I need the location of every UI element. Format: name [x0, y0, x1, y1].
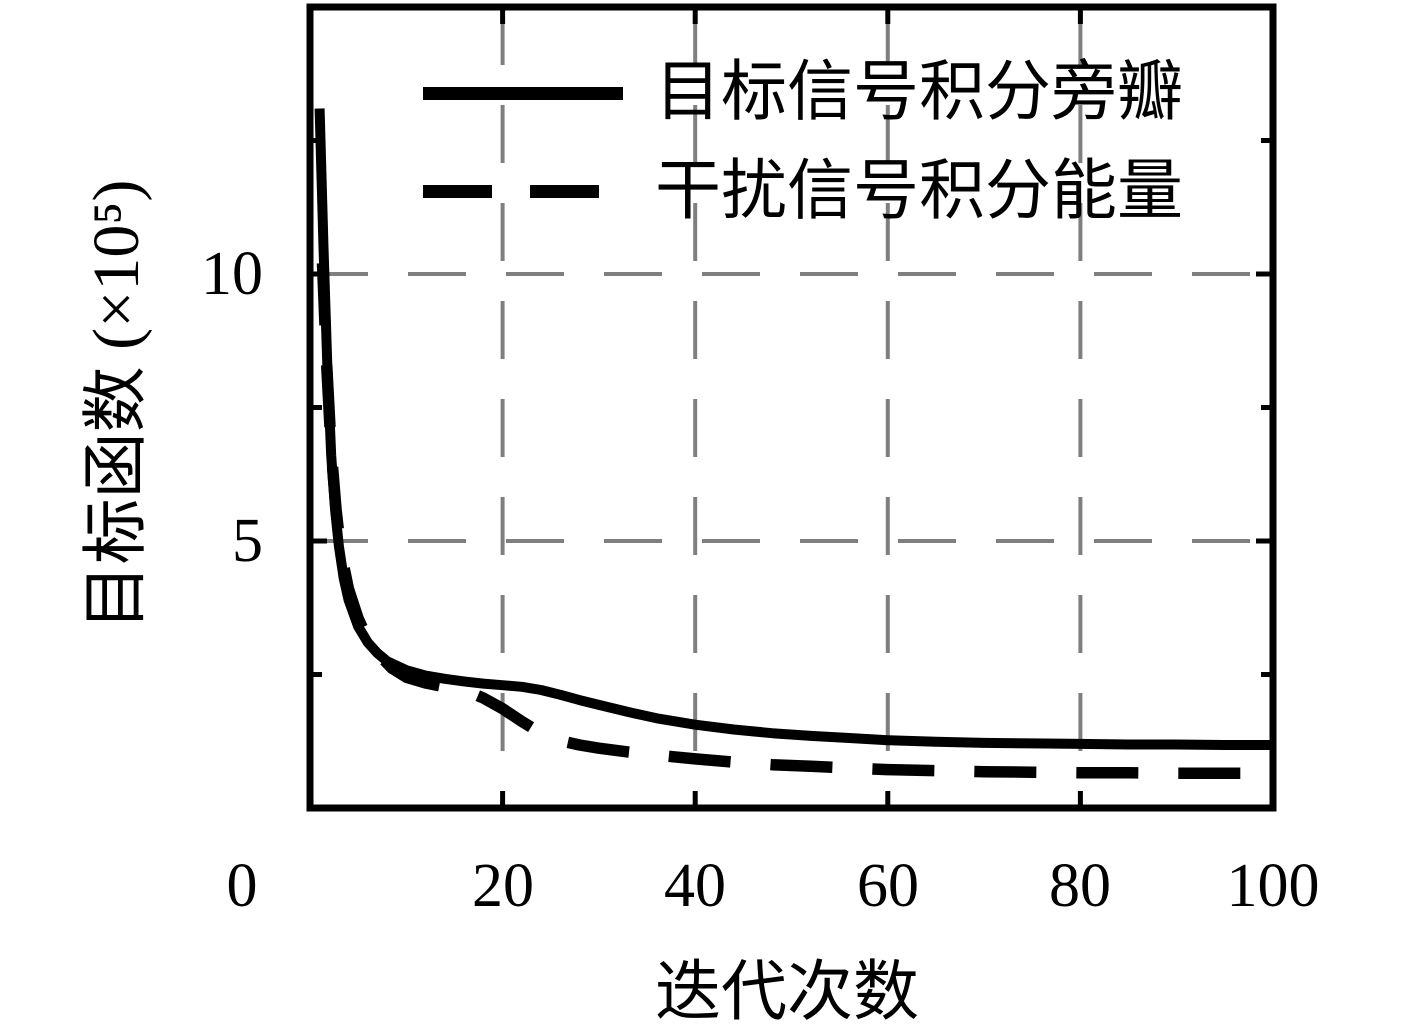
x-axis-title: 迭代次数 [655, 956, 919, 1029]
x-tick-label-80: 80 [1049, 852, 1111, 920]
x-tick-label-100: 100 [1226, 852, 1320, 920]
y-axis-title: 目标函数 (×10⁵) [80, 179, 153, 631]
legend-solid-line-swatch [423, 87, 623, 100]
legend-dashed-line-swatch [423, 185, 601, 198]
x-tick-label-0: 0 [226, 852, 258, 920]
series-line-dashed [316, 263, 1273, 780]
legend-entry-interference-energy: 干扰信号积分能量 [655, 155, 1183, 228]
x-tick-label-20: 20 [472, 852, 534, 920]
x-tick-label-60: 60 [857, 852, 919, 920]
x-tick-label-40: 40 [664, 852, 726, 920]
legend-entry-target-sidelobe: 目标信号积分旁瓣 [655, 56, 1183, 129]
y-tick-label-10: 10 [201, 240, 263, 308]
y-tick-label-5: 5 [232, 507, 263, 575]
